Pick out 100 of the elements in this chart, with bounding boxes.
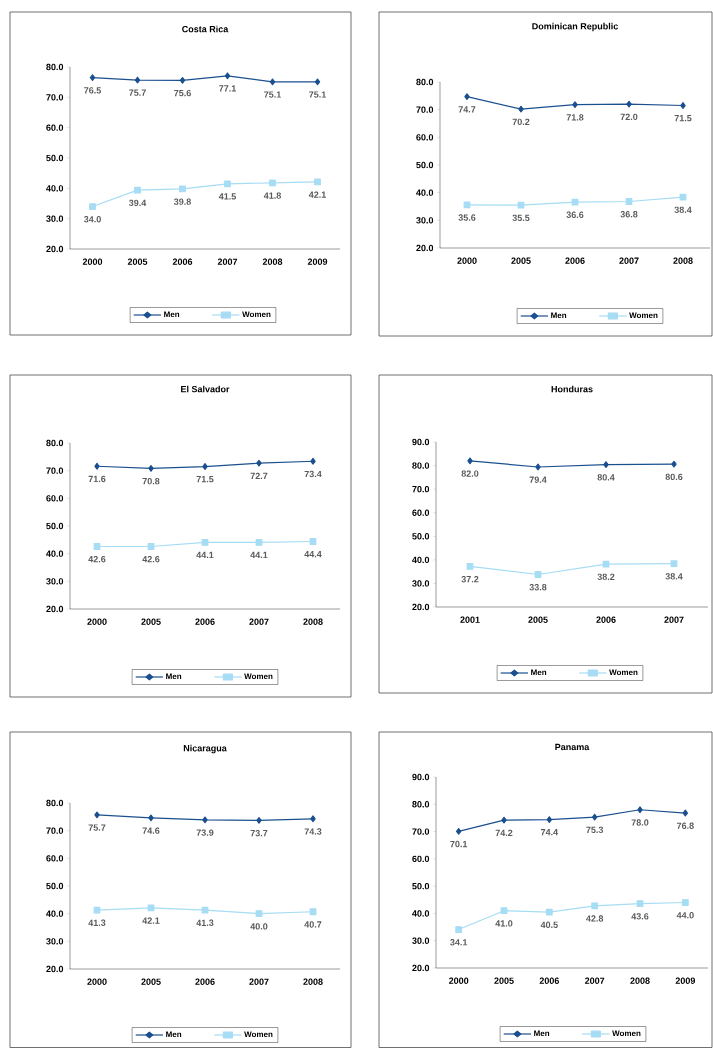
point xyxy=(535,463,541,471)
legend-label: Men xyxy=(166,673,182,680)
x-tick-label: 2007 xyxy=(249,618,269,625)
x-tick-label: 2008 xyxy=(303,618,323,625)
x-tick-label: 2007 xyxy=(619,257,639,264)
y-tick-label: 50.0 xyxy=(46,882,64,890)
point xyxy=(591,902,599,910)
point xyxy=(571,198,579,206)
data-label: 36.8 xyxy=(620,211,638,218)
y-tick-label: 60.0 xyxy=(416,134,434,141)
point xyxy=(202,816,208,824)
point xyxy=(255,538,263,546)
x-tick-label: 2006 xyxy=(195,618,215,625)
y-tick-label: 40.0 xyxy=(412,910,430,917)
chart-title: Dominican Republic xyxy=(532,22,618,32)
data-label: 79.4 xyxy=(529,476,547,483)
point xyxy=(309,538,317,545)
legend-label: Women xyxy=(612,1030,641,1037)
data-label: 35.5 xyxy=(512,214,530,222)
y-tick-label: 80.0 xyxy=(412,462,430,469)
y-tick-label: 50.0 xyxy=(46,522,64,530)
point xyxy=(637,806,643,814)
data-label: 76.8 xyxy=(676,822,694,829)
legend-label: Men xyxy=(164,311,180,318)
data-label: 75.1 xyxy=(264,91,281,98)
x-tick-label: 2000 xyxy=(87,978,107,985)
y-tick-label: 50.0 xyxy=(46,154,64,162)
y-tick-label: 40.0 xyxy=(412,556,430,564)
point xyxy=(625,198,633,205)
point xyxy=(463,201,471,209)
point xyxy=(256,459,262,467)
y-tick-label: 20.0 xyxy=(46,965,64,973)
data-label: 44.1 xyxy=(196,551,214,559)
data-label: 75.7 xyxy=(88,824,106,831)
legend-label: Women xyxy=(609,669,638,676)
point xyxy=(310,457,316,465)
y-tick-label: 20.0 xyxy=(46,605,64,613)
data-label: 35.6 xyxy=(458,214,476,221)
x-tick-label: 2005 xyxy=(141,978,161,985)
x-tick-label: 2008 xyxy=(303,978,323,985)
point xyxy=(202,463,208,470)
point xyxy=(602,560,610,568)
data-label: 74.2 xyxy=(495,829,513,836)
data-label: 74.4 xyxy=(540,829,559,836)
x-tick-label: 2007 xyxy=(217,258,238,265)
point xyxy=(179,76,186,84)
y-tick-label: 90.0 xyxy=(412,438,430,446)
y-tick-label: 30.0 xyxy=(412,580,430,587)
point xyxy=(148,465,154,472)
chart-title: Panama xyxy=(555,743,590,751)
data-label: 70.1 xyxy=(450,840,468,848)
x-tick-label: 2007 xyxy=(664,616,684,623)
x-tick-label: 2006 xyxy=(539,977,560,984)
y-tick-label: 30.0 xyxy=(46,578,64,585)
legend-label: Women xyxy=(242,311,271,318)
data-label: 33.8 xyxy=(529,584,547,591)
y-tick-label: 30.0 xyxy=(416,217,434,224)
data-label: 82.0 xyxy=(461,470,479,477)
x-tick-label: 2008 xyxy=(630,977,650,984)
point xyxy=(94,462,100,470)
x-tick-label: 2006 xyxy=(596,616,616,623)
point xyxy=(467,457,473,465)
x-tick-label: 2006 xyxy=(172,258,193,265)
data-label: 44.1 xyxy=(250,551,268,559)
point xyxy=(201,538,209,546)
point xyxy=(626,100,632,108)
point xyxy=(572,101,578,109)
point xyxy=(89,74,96,82)
data-label: 71.5 xyxy=(196,476,214,483)
x-tick-label: 2008 xyxy=(262,258,283,265)
data-label: 75.7 xyxy=(129,89,146,96)
point xyxy=(534,571,542,578)
y-tick-label: 60.0 xyxy=(46,495,64,502)
y-tick-label: 60.0 xyxy=(412,509,430,516)
y-tick-label: 30.0 xyxy=(46,938,64,945)
data-label: 78.0 xyxy=(631,819,649,826)
x-tick-label: 2000 xyxy=(448,977,469,984)
point xyxy=(94,811,100,819)
data-label: 40.0 xyxy=(250,923,268,930)
chart-title: Nicaragua xyxy=(183,744,227,754)
chart-title: Honduras xyxy=(551,385,593,393)
point xyxy=(636,900,644,908)
y-tick-label: 70.0 xyxy=(412,485,430,493)
point xyxy=(500,907,508,915)
x-tick-label: 2007 xyxy=(249,978,269,985)
point xyxy=(256,817,262,824)
point xyxy=(310,815,316,823)
y-tick-label: 50.0 xyxy=(412,882,430,890)
data-label: 36.6 xyxy=(566,211,584,218)
y-tick-label: 70.0 xyxy=(46,827,64,834)
data-label: 41.3 xyxy=(196,919,214,926)
x-tick-label: 2005 xyxy=(141,618,161,625)
data-label: 75.1 xyxy=(309,91,326,98)
x-tick-label: 2007 xyxy=(584,977,605,984)
x-tick-label: 2009 xyxy=(307,258,328,265)
point xyxy=(603,461,609,469)
point xyxy=(93,543,101,550)
point xyxy=(134,76,141,84)
y-tick-label: 70.0 xyxy=(416,106,434,113)
data-label: 73.4 xyxy=(304,470,322,478)
